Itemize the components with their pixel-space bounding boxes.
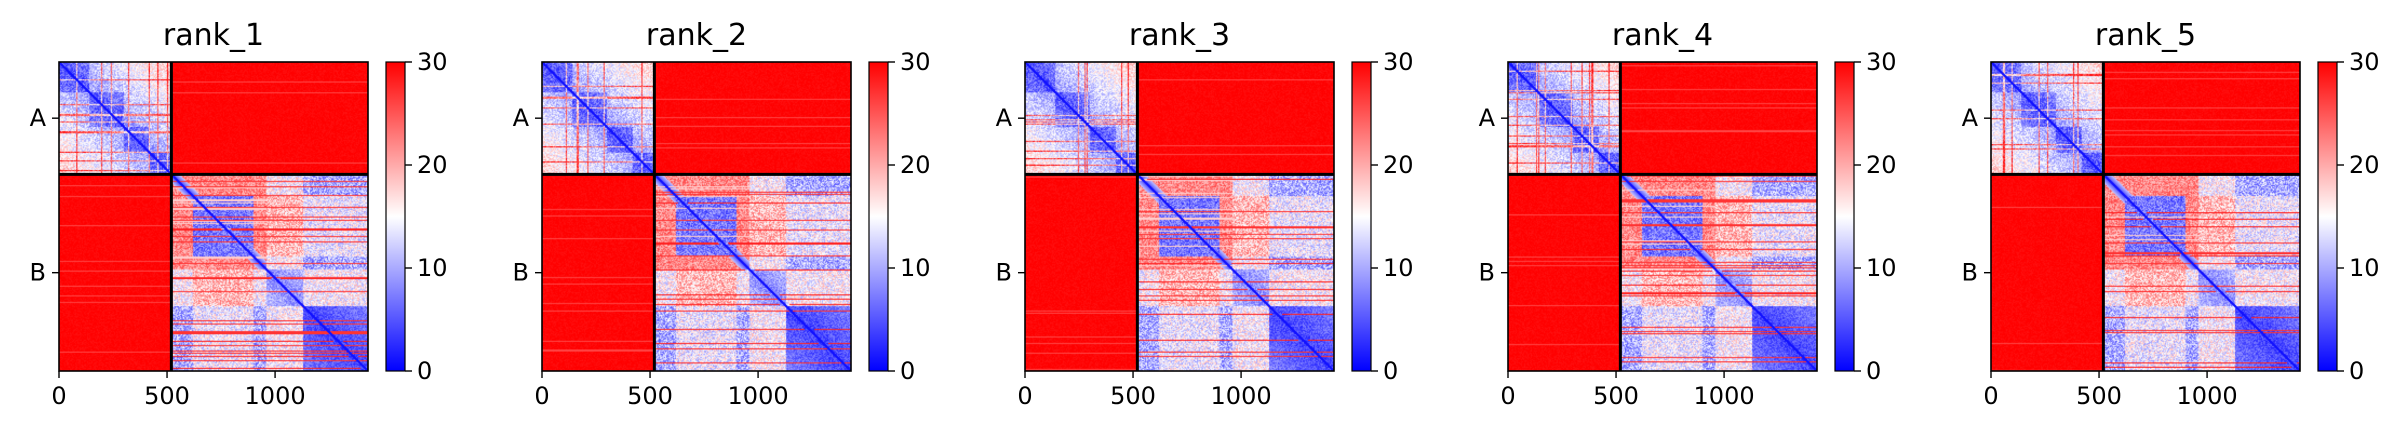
colorbar-tick-label: 0 [2349, 357, 2364, 385]
chain-label: A [513, 104, 530, 132]
x-tick-label: 1000 [245, 382, 306, 410]
x-tick-label: 500 [2076, 382, 2122, 410]
x-tick-label: 500 [1593, 382, 1639, 410]
colorbar-tick-label: 10 [900, 254, 931, 282]
chain-label: B [1962, 259, 1978, 287]
panel-title: rank_2 [646, 18, 747, 53]
chain-label: B [30, 259, 46, 287]
colorbar-tick-label: 0 [900, 357, 915, 385]
x-tick-label: 1000 [728, 382, 789, 410]
colorbar-tick-label: 20 [1383, 151, 1414, 179]
heatmap-image [1508, 62, 1817, 371]
heatmap-image [59, 62, 368, 371]
axes-frame [1990, 61, 2301, 372]
colorbar-tick-label: 20 [417, 151, 448, 179]
chain-label: B [1479, 259, 1495, 287]
x-tick-label: 0 [1983, 382, 1998, 410]
x-tick-label: 0 [51, 382, 66, 410]
heatmap-panel: rank_4 0 500 1000 A B 0 10 20 30 [1479, 18, 1897, 410]
colorbar-tick-label: 10 [1383, 254, 1414, 282]
x-tick-label: 0 [1017, 382, 1032, 410]
colorbar-gradient [1834, 61, 1855, 372]
chain-label: A [1479, 104, 1496, 132]
colorbar-gradient [385, 61, 406, 372]
x-tick-label: 1000 [1211, 382, 1272, 410]
panel-title: rank_3 [1129, 18, 1230, 53]
panel-title: rank_1 [163, 18, 264, 53]
colorbar-tick-label: 20 [1866, 151, 1897, 179]
colorbar-gradient [868, 61, 889, 372]
colorbar-tick-label: 10 [2349, 254, 2380, 282]
chain-label: A [1962, 104, 1979, 132]
heatmap-image [542, 62, 851, 371]
colorbar-gradient [1351, 61, 1372, 372]
colorbar-tick-label: 30 [1383, 48, 1414, 76]
colorbar-tick-label: 10 [417, 254, 448, 282]
colorbar-tick-label: 30 [1866, 48, 1897, 76]
colorbar-tick-label: 0 [417, 357, 432, 385]
x-tick-label: 1000 [2177, 382, 2238, 410]
colorbar: 0 10 20 30 [2317, 48, 2380, 385]
colorbar-tick-label: 20 [2349, 151, 2380, 179]
x-tick-label: 500 [627, 382, 673, 410]
x-tick-label: 0 [534, 382, 549, 410]
axes-frame [58, 61, 369, 372]
heatmap-image [1991, 62, 2300, 371]
chain-label: A [996, 104, 1013, 132]
colorbar-tick-label: 30 [2349, 48, 2380, 76]
heatmap-panel: rank_5 0 500 1000 A B 0 10 20 30 [1962, 18, 2380, 410]
heatmap-panel: rank_1 0 500 1000 A B 0 10 20 30 [30, 18, 448, 410]
x-tick-label: 0 [1500, 382, 1515, 410]
colorbar-tick-label: 30 [417, 48, 448, 76]
x-tick-label: 500 [1110, 382, 1156, 410]
chain-label: A [30, 104, 47, 132]
chain-label: B [996, 259, 1012, 287]
colorbar-tick-label: 10 [1866, 254, 1897, 282]
colorbar: 0 10 20 30 [1834, 48, 1897, 385]
colorbar-tick-label: 30 [900, 48, 931, 76]
heatmap-panel: rank_2 0 500 1000 A B 0 10 20 30 [513, 18, 931, 410]
panel-title: rank_4 [1612, 18, 1713, 53]
colorbar: 0 10 20 30 [1351, 48, 1414, 385]
colorbar-tick-label: 0 [1383, 357, 1398, 385]
colorbar-tick-label: 20 [900, 151, 931, 179]
colorbar: 0 10 20 30 [385, 48, 448, 385]
chain-label: B [513, 259, 529, 287]
colorbar-gradient [2317, 61, 2338, 372]
x-tick-label: 1000 [1694, 382, 1755, 410]
panel-title: rank_5 [2095, 18, 2196, 53]
axes-frame [541, 61, 852, 372]
axes-frame [1024, 61, 1335, 372]
colorbar-tick-label: 0 [1866, 357, 1881, 385]
colorbar: 0 10 20 30 [868, 48, 931, 385]
heatmap-image [1025, 62, 1334, 371]
x-tick-label: 500 [144, 382, 190, 410]
axes-frame [1507, 61, 1818, 372]
heatmap-panel: rank_3 0 500 1000 A B 0 10 20 30 [996, 18, 1414, 410]
